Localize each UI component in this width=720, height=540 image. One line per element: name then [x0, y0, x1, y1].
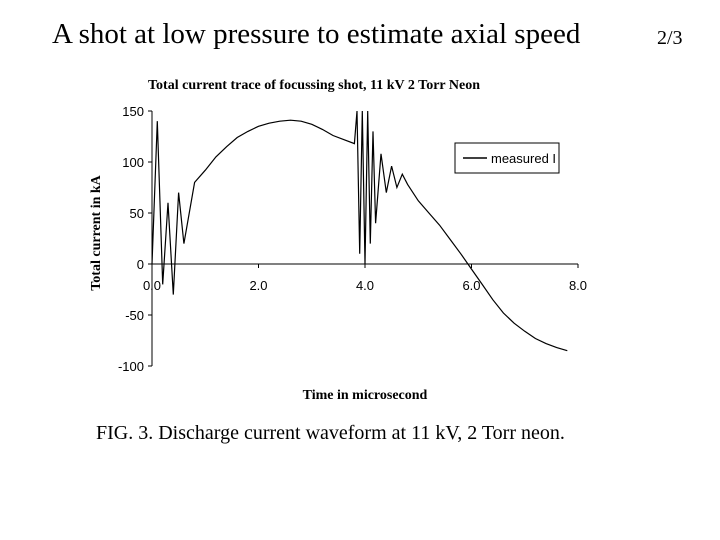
y-tick-label: 150: [122, 104, 144, 119]
chart-title: Total current trace of focussing shot, 1…: [148, 78, 480, 93]
slide-title: A shot at low pressure to estimate axial…: [52, 18, 581, 50]
slide-counter: 2/3: [657, 27, 683, 49]
y-tick-label: -100: [118, 359, 144, 374]
series-line-measured-i: [151, 110, 568, 352]
x-tick-label: 0.0: [143, 278, 161, 293]
x-tick-label: 6.0: [462, 278, 480, 293]
chart-ticks: 150 100 50 0 -50 -100 0.0 2.0 4.0 6.0 8.0: [118, 104, 587, 374]
x-axis-label: Time in microsecond: [303, 388, 428, 403]
x-tick-label: 8.0: [569, 278, 587, 293]
y-tick-label: 50: [130, 206, 144, 221]
y-tick-label: 0: [137, 257, 144, 272]
figure-caption: FIG. 3. Discharge current waveform at 11…: [96, 422, 565, 444]
x-tick-label: 4.0: [356, 278, 374, 293]
legend-label: measured I: [491, 151, 556, 166]
chart: Total current trace of focussing shot, 1…: [89, 78, 587, 403]
y-tick-label: -50: [125, 308, 144, 323]
x-tick-label: 2.0: [249, 278, 267, 293]
y-axis-label: Total current in kA: [89, 174, 104, 290]
y-tick-label: 100: [122, 155, 144, 170]
chart-legend: measured I: [454, 142, 560, 174]
